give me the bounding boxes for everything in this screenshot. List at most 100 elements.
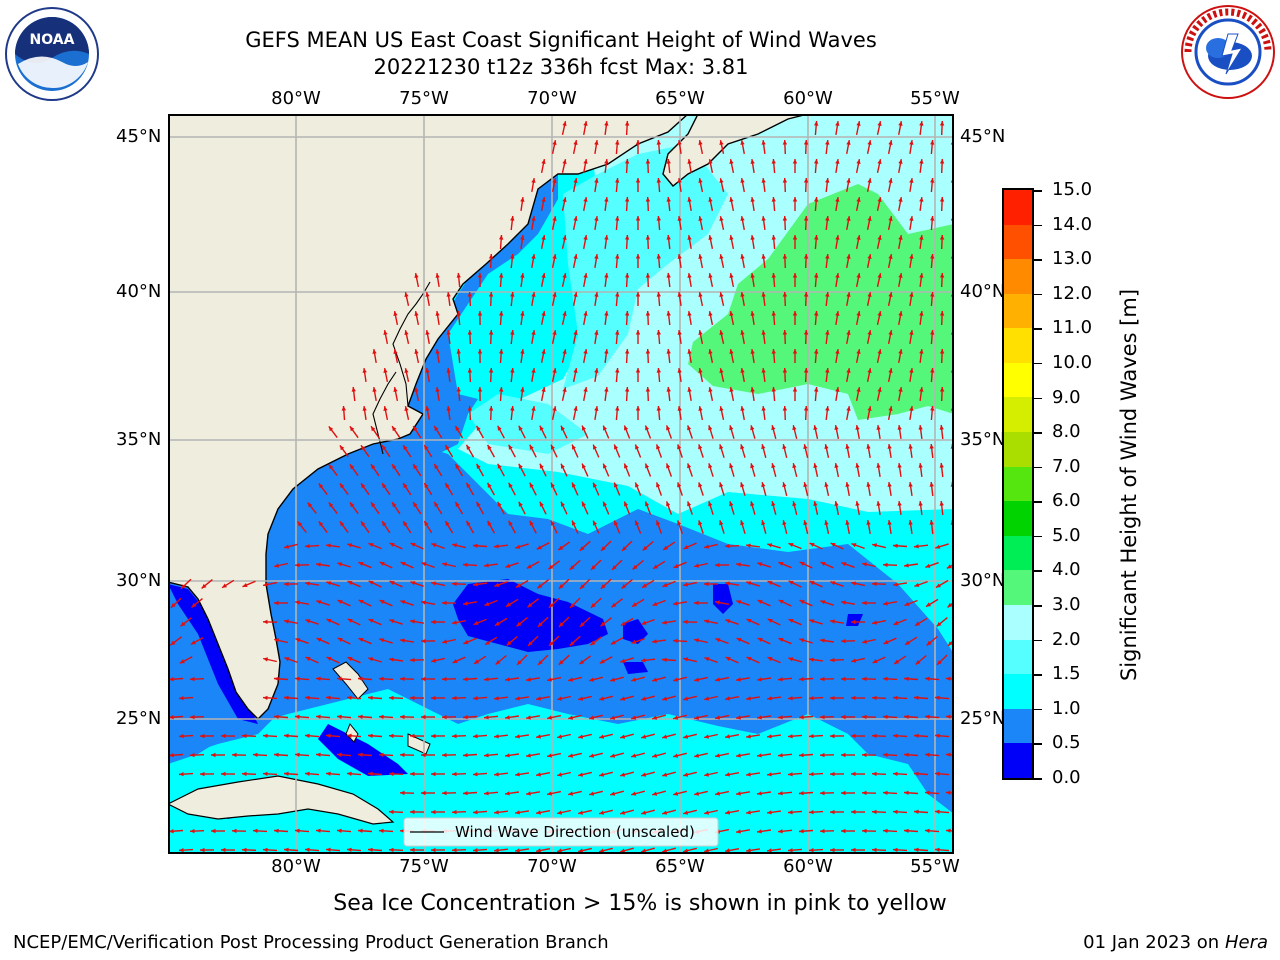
direction-arrow-icon [882, 714, 898, 719]
direction-arrow-icon [347, 580, 361, 588]
colorbar-tick-label: 1.5 [1052, 663, 1081, 685]
direction-arrow-icon [368, 657, 382, 663]
direction-arrow-icon [600, 578, 612, 590]
direction-arrow-icon [829, 657, 845, 663]
direction-arrow-icon [262, 581, 278, 587]
direction-arrow-icon [531, 291, 536, 307]
direction-arrow-icon [767, 848, 781, 853]
direction-arrow-icon [919, 159, 924, 173]
direction-arrow-icon [550, 444, 558, 458]
direction-arrow-icon [526, 560, 540, 570]
direction-arrow-icon [378, 676, 394, 681]
direction-arrow-icon [913, 544, 929, 549]
direction-arrow-icon [379, 599, 393, 607]
direction-arrow-icon [939, 120, 945, 136]
direction-arrow-icon [761, 178, 766, 192]
direction-arrow-icon [483, 753, 499, 758]
colorbar-tick-label: 1.0 [1052, 697, 1081, 719]
direction-arrow-icon [903, 714, 919, 719]
direction-arrow-icon [625, 386, 630, 402]
direction-arrow-icon [305, 619, 319, 625]
direction-arrow-icon [537, 654, 549, 666]
direction-arrow-icon [467, 367, 472, 383]
direction-arrow-icon [604, 197, 609, 211]
direction-arrow-icon [893, 618, 907, 626]
direction-arrow-icon [887, 367, 893, 383]
direction-arrow-icon [336, 828, 352, 833]
direction-arrow-icon [871, 619, 887, 625]
direction-arrow-icon [378, 714, 394, 719]
direction-arrow-icon [693, 600, 709, 606]
direction-arrow-icon [262, 619, 278, 625]
direction-arrow-icon [341, 405, 346, 421]
direction-arrow-icon [778, 561, 792, 569]
direction-arrow-icon [698, 253, 704, 269]
direction-arrow-icon [381, 444, 391, 458]
direction-arrow-icon [708, 273, 714, 287]
direction-arrow-icon [551, 330, 557, 344]
direction-arrow-icon [572, 253, 578, 269]
direction-arrow-icon [425, 291, 430, 307]
colorbar-tick-mark [1034, 778, 1042, 780]
direction-arrow-icon [431, 619, 445, 625]
sea-ice-note: Sea Ice Concentration > 15% is shown in … [333, 891, 947, 916]
direction-arrow-icon [337, 599, 351, 607]
direction-arrow-icon [548, 635, 560, 647]
direction-arrow-icon [892, 582, 908, 587]
direction-arrow-icon [568, 790, 582, 796]
direction-arrow-icon [515, 579, 529, 589]
direction-arrow-icon [383, 367, 389, 383]
direction-arrow-icon [346, 847, 362, 852]
direction-arrow-icon [472, 543, 488, 548]
direction-arrow-icon [820, 600, 834, 606]
direction-arrow-icon [735, 677, 751, 682]
colorbar-tick-mark [1034, 432, 1042, 434]
direction-arrow-icon [882, 676, 898, 681]
direction-arrow-icon [642, 540, 654, 552]
direction-arrow-icon [451, 771, 467, 777]
direction-arrow-icon [809, 619, 823, 625]
direction-arrow-icon [788, 580, 802, 588]
direction-arrow-icon [761, 520, 767, 534]
direction-arrow-icon [514, 848, 530, 853]
direction-arrow-icon [409, 809, 425, 815]
lon-label-bottom: 60°W [783, 856, 833, 877]
direction-arrow-icon [477, 348, 483, 364]
direction-arrow-icon [698, 329, 704, 345]
direction-arrow-icon [914, 580, 928, 588]
direction-arrow-icon [746, 581, 760, 587]
direction-arrow-icon [404, 292, 410, 306]
direction-arrow-icon [792, 425, 798, 439]
direction-arrow-icon [788, 657, 802, 663]
direction-arrow-icon [898, 120, 903, 136]
direction-arrow-icon [887, 139, 893, 155]
direction-arrow-icon [283, 733, 299, 738]
direction-arrow-icon [180, 578, 192, 590]
direction-arrow-icon [579, 578, 591, 590]
direction-arrow-icon [414, 272, 420, 288]
direction-arrow-icon [798, 791, 814, 796]
direction-arrow-icon [641, 733, 655, 739]
direction-arrow-icon [602, 425, 610, 439]
direction-arrow-icon [568, 752, 582, 758]
direction-arrow-icon [719, 330, 725, 344]
colorbar-bin [1004, 708, 1032, 744]
direction-arrow-icon [590, 597, 602, 609]
direction-arrow-icon [328, 425, 338, 439]
lat-label-left: 35°N [116, 429, 162, 450]
direction-arrow-icon [924, 828, 940, 833]
direction-arrow-icon [358, 561, 372, 569]
direction-arrow-icon [756, 791, 772, 796]
direction-arrow-icon [698, 520, 704, 534]
direction-arrow-icon [861, 676, 877, 682]
direction-arrow-icon [231, 752, 247, 758]
direction-arrow-icon [520, 348, 525, 364]
direction-arrow-icon [189, 752, 205, 758]
direction-arrow-icon [866, 140, 872, 154]
direction-arrow-icon [840, 638, 856, 644]
direction-arrow-icon [551, 292, 557, 306]
lon-label-bottom: 65°W [655, 856, 705, 877]
direction-arrow-icon [360, 482, 370, 496]
direction-arrow-icon [866, 481, 871, 497]
direction-arrow-icon [871, 733, 887, 739]
